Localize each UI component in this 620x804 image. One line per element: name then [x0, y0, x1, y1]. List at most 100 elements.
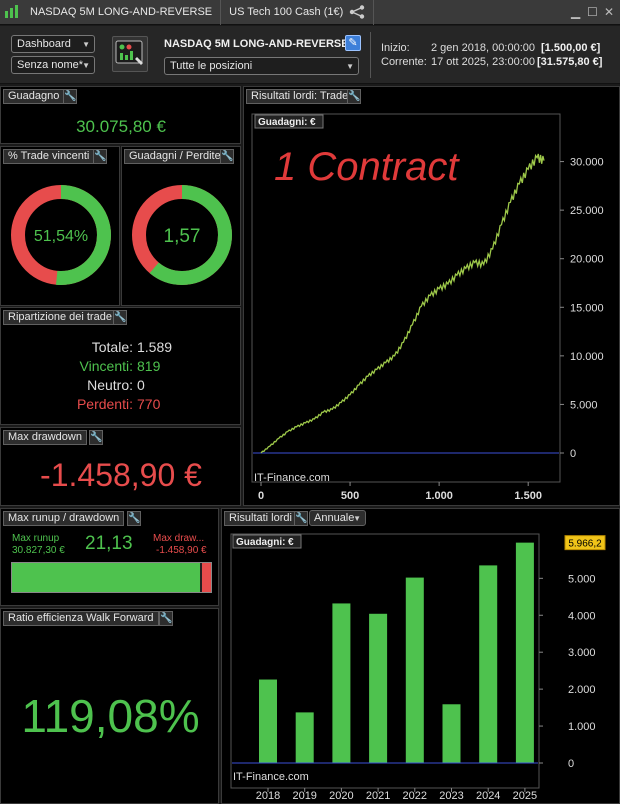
- year-bar: [369, 613, 388, 763]
- equity-y-tick-label: 10.000: [570, 351, 604, 363]
- current-capital: [31.575,80 €]: [537, 56, 603, 68]
- dd-value: -1.458,90 €: [156, 545, 207, 556]
- yearly-x-tick-label: 2018: [256, 790, 280, 802]
- equity-y-tick-label: 15.000: [570, 302, 604, 314]
- wrench-icon[interactable]: 🔧: [93, 149, 107, 164]
- yearly-x-axis: 2018 2019 2020 2021 2022 2023 2024 2025: [256, 788, 537, 802]
- title-bar: NASDAQ 5M LONG-AND-REVERSE US Tech 100 C…: [0, 0, 620, 25]
- yearly-x-tick-label: 2020: [329, 790, 353, 802]
- equity-watermark: IT-Finance.com: [254, 472, 330, 484]
- wrench-icon[interactable]: 🔧: [113, 310, 127, 325]
- year-bar: [442, 704, 461, 763]
- positions-select[interactable]: Tutte le posizioni ▼: [164, 57, 359, 75]
- win-pct-panel: % Trade vincenti 🔧 51,54%: [0, 146, 120, 306]
- signal-icon: [5, 5, 18, 18]
- wrench-icon[interactable]: 🔧: [220, 149, 234, 164]
- equity-chart: Guadagni: € 1 Contract IT-Finance.com 30…: [251, 113, 604, 502]
- name-select[interactable]: Senza nome* ▼: [11, 56, 95, 74]
- yearly-x-tick-label: 2024: [476, 790, 500, 802]
- wrench-icon[interactable]: 🔧: [127, 511, 141, 526]
- name-select-value: Senza nome*: [17, 59, 84, 71]
- start-capital: [1.500,00 €]: [541, 42, 601, 54]
- wf-panel: Ratio efficienza Walk Forward 🔧 119,08%: [0, 608, 219, 804]
- dd-label: Max draw...: [153, 533, 205, 544]
- yearly-y-axis: 5.000 4.000 3.000 2.000 1.000 0: [539, 573, 596, 770]
- strategy-header: Dashboard ▼ Senza nome* ▼ NASDAQ 5M LONG-A…: [0, 26, 620, 84]
- equity-y-axis: 30.000 25.000 20.000 15.000 10.000 5.000 0: [560, 157, 604, 460]
- strategy-tab[interactable]: NASDAQ 5M LONG-AND-REVERSE: [0, 0, 222, 25]
- year-bar: [405, 577, 424, 763]
- wrench-icon[interactable]: 🔧: [294, 511, 308, 526]
- equity-y-tick-label: 20.000: [570, 254, 604, 266]
- wrench-icon[interactable]: 🔧: [159, 611, 173, 626]
- equity-y-tick-label: 25.000: [570, 205, 604, 217]
- yearly-y-tick-label: 0: [568, 758, 574, 770]
- year-bar: [295, 712, 314, 763]
- runup-bar: [11, 562, 212, 593]
- view-select-value: Dashboard: [17, 38, 71, 50]
- yearly-y-tick-label: 3.000: [568, 647, 596, 659]
- current-label: Corrente:: [381, 56, 427, 68]
- yearly-series-label: Guadagni:: [236, 537, 285, 548]
- strategy-tab-label: NASDAQ 5M LONG-AND-REVERSE: [30, 6, 213, 18]
- gain-panel: Guadagno 🔧 30.075,80 €: [0, 86, 241, 144]
- neutral-value: 0: [137, 377, 145, 393]
- maximize-icon[interactable]: ☐: [587, 5, 598, 19]
- close-icon[interactable]: ✕: [604, 5, 615, 19]
- chevron-down-icon: ▼: [82, 40, 90, 49]
- win-pct-donut: 51,54%: [11, 185, 111, 285]
- gain-panel-title: Guadagno: [3, 89, 65, 104]
- equity-x-tick-label: 1.000: [425, 490, 453, 502]
- share-icon[interactable]: [349, 5, 365, 19]
- positions-select-value: Tutte le posizioni: [170, 60, 253, 72]
- period-select[interactable]: Annuale ▼: [309, 510, 366, 526]
- runup-bar-fill: [12, 563, 203, 592]
- wrench-icon[interactable]: 🔧: [63, 89, 77, 104]
- equity-x-tick-label: 0: [258, 490, 264, 502]
- yearly-x-tick-label: 2023: [439, 790, 463, 802]
- year-bar: [332, 603, 351, 763]
- trade-split-title: Ripartizione dei trade: [3, 310, 117, 325]
- yearly-x-tick-label: 2019: [292, 790, 316, 802]
- equity-x-tick-label: 500: [341, 490, 359, 502]
- loss-label: Perdenti:: [76, 396, 133, 412]
- chevron-down-icon: ▼: [82, 61, 90, 70]
- max-drawdown-title: Max drawdown: [3, 430, 87, 445]
- wrench-icon[interactable]: 🔧: [347, 89, 361, 104]
- profit-loss-value: 1,57: [164, 226, 201, 247]
- yearly-watermark: IT-Finance.com: [233, 771, 309, 783]
- start-label: Inizio:: [381, 42, 410, 54]
- strategy-name: NASDAQ 5M LONG-AND-REVERSE: [164, 38, 349, 50]
- equity-series-box: [254, 114, 324, 129]
- view-select[interactable]: Dashboard ▼: [11, 35, 95, 53]
- win-value: 819: [137, 358, 161, 374]
- year-bar: [515, 542, 534, 763]
- last-value-badge: [564, 535, 606, 551]
- total-label: Totale:: [91, 339, 133, 355]
- start-date: 2 gen 2018, 00:00:00: [431, 42, 535, 54]
- equity-curve: [260, 153, 545, 454]
- current-date: 17 ott 2025, 23:00:00: [431, 56, 535, 68]
- backtest-icon: [115, 40, 143, 65]
- wf-title: Ratio efficienza Walk Forward: [3, 611, 159, 626]
- win-pct-value: 51,54%: [34, 228, 88, 245]
- backtest-config-button[interactable]: [112, 36, 148, 72]
- instrument-tab[interactable]: US Tech 100 Cash (1€): [221, 0, 375, 25]
- runup-value: 30.827,30 €: [12, 545, 65, 556]
- wrench-icon[interactable]: 🔧: [89, 430, 103, 445]
- max-drawdown-panel: Max drawdown 🔧 -1.458,90 €: [0, 427, 241, 506]
- runup-title: Max runup / drawdown: [3, 511, 125, 526]
- profit-loss-donut: 1,57: [132, 185, 232, 285]
- minimize-icon[interactable]: ▁: [571, 5, 581, 19]
- last-value-badge-text: 5.966,2: [568, 539, 602, 550]
- yearly-series-unit: €: [288, 537, 294, 548]
- edit-icon[interactable]: ✎: [345, 35, 361, 51]
- equity-plot-area: [251, 113, 561, 483]
- header-divider: [370, 32, 371, 78]
- yearly-series-box: [232, 534, 302, 549]
- yearly-y-tick-label: 2.000: [568, 684, 596, 696]
- runup-label: Max runup: [12, 533, 60, 544]
- profit-arc: [132, 185, 232, 285]
- yearly-bars: [259, 542, 534, 763]
- runup-ratio: 21,13: [85, 533, 133, 554]
